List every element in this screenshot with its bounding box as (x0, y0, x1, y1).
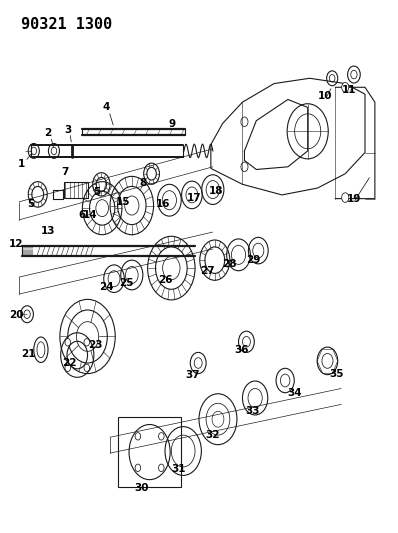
Text: 19: 19 (347, 193, 361, 204)
Text: 1: 1 (18, 159, 25, 169)
Text: 10: 10 (318, 91, 332, 101)
Text: 27: 27 (200, 266, 215, 276)
Text: 11: 11 (342, 85, 357, 95)
Text: 18: 18 (208, 186, 223, 196)
Circle shape (135, 433, 140, 440)
Text: 34: 34 (287, 387, 302, 398)
Text: 28: 28 (222, 260, 237, 269)
Text: 33: 33 (245, 406, 259, 416)
Text: 9: 9 (169, 119, 176, 130)
Text: 29: 29 (246, 255, 261, 265)
Text: 31: 31 (171, 464, 186, 474)
Text: 22: 22 (62, 358, 77, 368)
Circle shape (241, 162, 248, 172)
Text: 16: 16 (155, 199, 170, 209)
Circle shape (84, 364, 90, 372)
Text: 3: 3 (64, 125, 71, 135)
Text: 23: 23 (88, 340, 103, 350)
Text: 35: 35 (329, 369, 344, 378)
Text: 14: 14 (83, 210, 98, 220)
Circle shape (158, 433, 164, 440)
Bar (64, 182, 88, 198)
Text: 4: 4 (102, 102, 110, 112)
Text: 17: 17 (187, 192, 201, 203)
Text: 90321 1300: 90321 1300 (21, 17, 112, 33)
Text: 15: 15 (116, 197, 131, 207)
Text: 24: 24 (99, 281, 113, 292)
Text: 13: 13 (41, 226, 55, 236)
Circle shape (135, 464, 140, 472)
Bar (118, 417, 181, 487)
Circle shape (84, 338, 90, 346)
Circle shape (241, 117, 248, 126)
Circle shape (341, 83, 349, 92)
Text: 6: 6 (79, 209, 86, 220)
Text: 25: 25 (119, 278, 133, 288)
Circle shape (65, 364, 70, 372)
Text: 21: 21 (21, 349, 35, 359)
Text: 30: 30 (135, 483, 149, 493)
Text: 2: 2 (45, 128, 52, 138)
Text: 36: 36 (234, 345, 249, 356)
Text: 26: 26 (158, 274, 173, 285)
Text: 37: 37 (186, 370, 200, 380)
Circle shape (158, 464, 164, 472)
Text: 7: 7 (62, 167, 69, 177)
Text: 5: 5 (94, 187, 101, 197)
Text: 20: 20 (9, 310, 23, 320)
Circle shape (341, 193, 349, 203)
Text: 5: 5 (27, 199, 35, 209)
Text: 32: 32 (206, 430, 220, 440)
Text: 8: 8 (139, 177, 146, 188)
Circle shape (65, 338, 70, 346)
Text: 12: 12 (9, 239, 23, 249)
